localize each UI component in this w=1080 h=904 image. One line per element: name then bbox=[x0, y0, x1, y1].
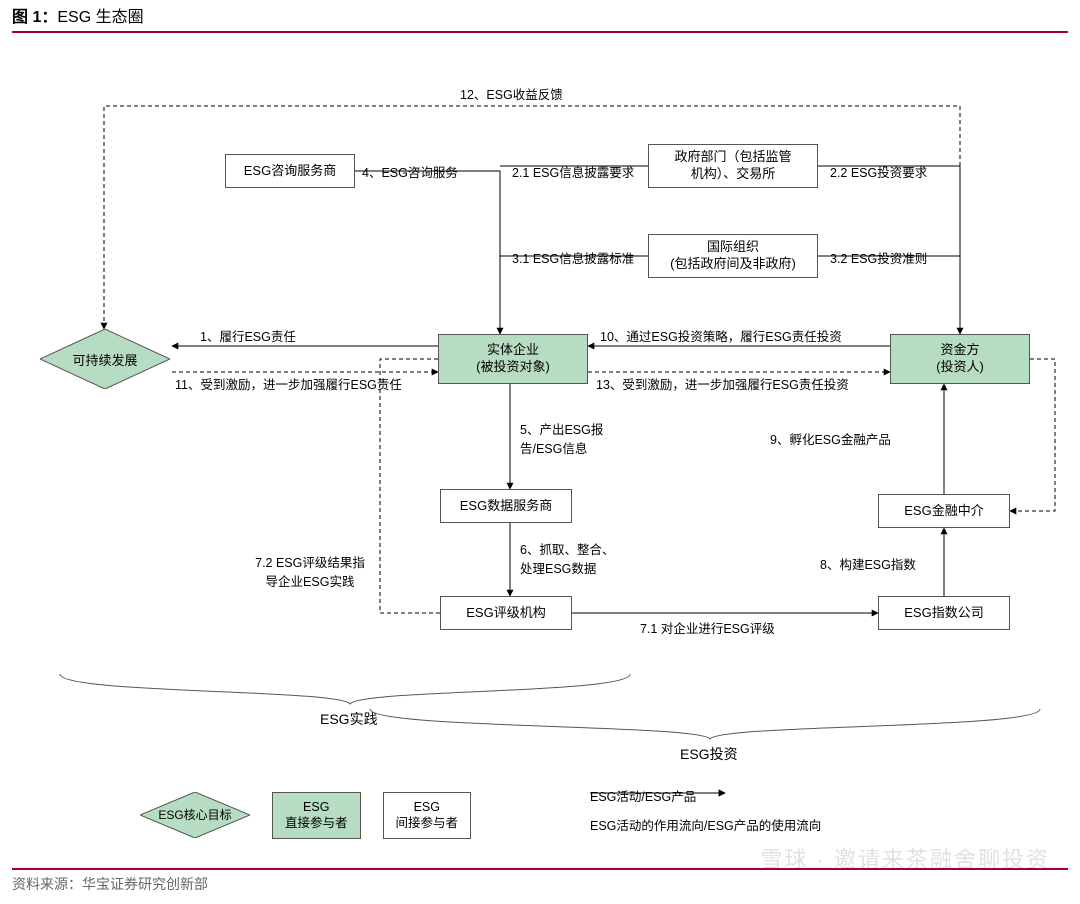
title-text: ESG 生态圈 bbox=[57, 9, 143, 26]
source-prefix: 资料来源： bbox=[12, 876, 82, 892]
edge-7-2 bbox=[0, 34, 1080, 874]
source-text: 华宝证券研究创新部 bbox=[82, 876, 208, 892]
title-prefix: 图 1： bbox=[12, 9, 57, 26]
diagram-canvas: 可持续发展 ESG咨询服务商 政府部门（包括监管机构）、交易所 国际组织(包括政… bbox=[0, 34, 1080, 874]
figure-title: 图 1：ESG 生态圈 bbox=[12, 3, 1068, 33]
